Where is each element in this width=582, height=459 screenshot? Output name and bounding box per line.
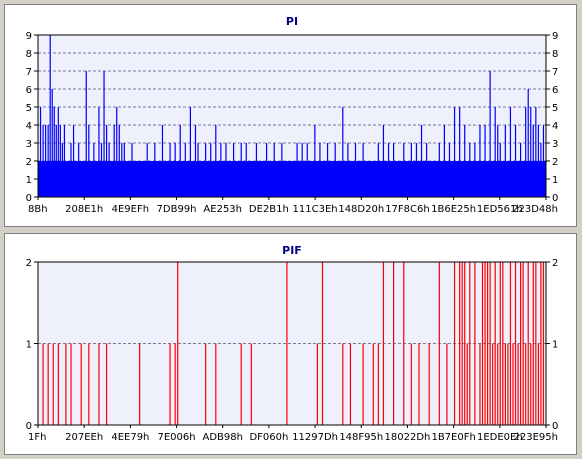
pif-bars xyxy=(42,262,545,425)
pi-y-tick-label-left: 9 xyxy=(26,31,32,42)
pif-y-tick-label-left: 2 xyxy=(26,258,32,269)
pi-y-tick-label-left: 0 xyxy=(26,193,32,204)
pi-y-tick-label-left: 8 xyxy=(26,49,32,60)
pi-x-tick-label: 7DB99h xyxy=(157,204,197,215)
pif-plot-area xyxy=(38,262,546,425)
pi-y-tick-label-left: 2 xyxy=(26,157,32,168)
pi-chart-panel: PI 0 0 1 1 2 2 3 3 4 4 5 5 6 6 7 7 8 8 9 9 8Bh 208E1h 4E9EFh 7DB… xyxy=(4,4,577,227)
pi-bars xyxy=(38,35,546,197)
pif-x-tick-label: 11297Dh xyxy=(292,432,338,443)
pi-x-tick-label: 208E1h xyxy=(65,204,103,215)
pi-chart: PI 0 0 1 1 2 2 3 3 4 4 5 5 6 6 7 7 8 8 9 9 8Bh 208E1h 4E9EFh 7DB… xyxy=(26,15,559,215)
pi-y-tick-label-right: 9 xyxy=(552,31,558,42)
pif-plot-border xyxy=(37,261,547,426)
pif-x-tick-label: DF060h xyxy=(249,432,288,443)
pif-x-tick-label: 223E95h xyxy=(514,432,558,443)
pi-y-tick-label-right: 4 xyxy=(552,121,558,132)
pi-x-tick-label: 4E9EFh xyxy=(112,204,149,215)
pi-x-tick-label: DE2B1h xyxy=(249,204,289,215)
pi-y-tick-label-left: 4 xyxy=(26,121,32,132)
pif-x-tick-label: 1B7E0Fh xyxy=(431,432,475,443)
pi-baseline-fill xyxy=(38,161,546,197)
pif-x-tick-label: 1EDE0Eh xyxy=(477,432,523,443)
pi-x-tick-label: 8Bh xyxy=(28,204,48,215)
pi-y-tick-label-left: 5 xyxy=(26,103,32,114)
pi-y-tick-label-right: 3 xyxy=(552,139,558,150)
pi-x-tick-label: AE253h xyxy=(203,204,242,215)
pif-y-tick-label-left: 0 xyxy=(26,421,32,432)
pi-x-tick-label: 1B6E25h xyxy=(431,204,476,215)
pif-y-tick-label-right: 2 xyxy=(552,258,558,269)
pi-x-tick-label: 148D20h xyxy=(338,204,384,215)
pi-y-tick-label-left: 1 xyxy=(26,175,32,186)
pi-y-tick-label-right: 2 xyxy=(552,157,558,168)
pi-x-tick-label: 111C3Eh xyxy=(293,204,338,215)
pif-chart-panel: PIF 0 0 1 1 2 2 1Fh 207EEh 4EE79h 7E006h ADB98h DF06… xyxy=(4,233,577,455)
pif-x-tick-label: ADB98h xyxy=(202,432,242,443)
pi-x-tick-label: 1ED561h xyxy=(477,204,523,215)
pif-chart-title: PIF xyxy=(282,244,302,257)
pi-y-tick-label-right: 7 xyxy=(552,67,558,78)
pi-y-tick-label-right: 6 xyxy=(552,85,558,96)
pif-y-tick-label-right: 1 xyxy=(552,340,558,351)
pi-y-tick-label-left: 3 xyxy=(26,139,32,150)
pi-y-tick-label-right: 0 xyxy=(552,193,558,204)
pi-y-tick-label-right: 8 xyxy=(552,49,558,60)
pif-x-tick-label: 207EEh xyxy=(65,432,103,443)
pi-x-tick-label: 223D48h xyxy=(512,204,558,215)
pif-y-tick-label-left: 1 xyxy=(26,340,32,351)
pi-chart-title: PI xyxy=(286,15,298,28)
pi-y-tick-label-left: 6 xyxy=(26,85,32,96)
pif-chart: PIF 0 0 1 1 2 2 1Fh 207EEh 4EE79h 7E006h ADB98h DF06… xyxy=(26,244,559,443)
pi-x-tick-label: 17F8C6h xyxy=(385,204,430,215)
pif-x-tick-label: 4EE79h xyxy=(111,432,149,443)
pi-y-tick-label-right: 1 xyxy=(552,175,558,186)
pif-x-tick-label: 148F95h xyxy=(339,432,383,443)
pi-y-tick-label-left: 7 xyxy=(26,67,32,78)
pif-x-tick-label: 7E006h xyxy=(157,432,195,443)
pi-y-tick-label-right: 5 xyxy=(552,103,558,114)
pif-y-tick-label-right: 0 xyxy=(552,421,558,432)
pif-x-tick-label: 1Fh xyxy=(28,432,46,443)
pif-x-tick-label: 18022Dh xyxy=(385,432,431,443)
pi-plot-border xyxy=(37,34,547,198)
